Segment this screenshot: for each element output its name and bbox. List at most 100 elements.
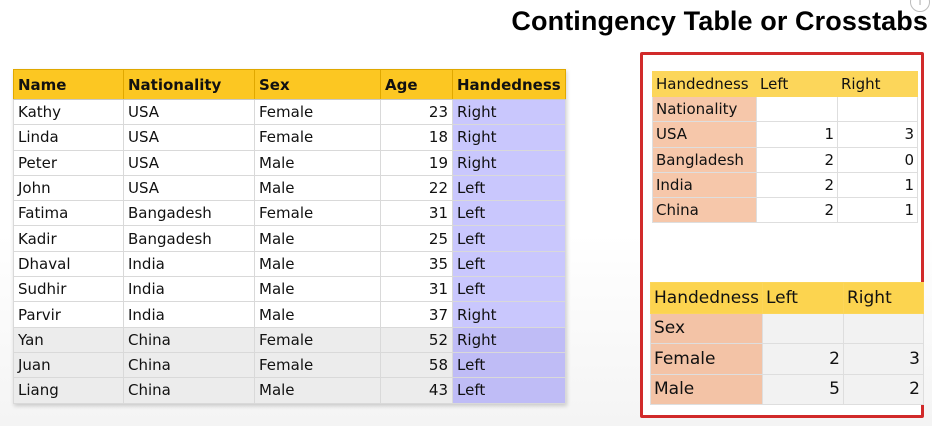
cell-handedness: Right: [452, 301, 566, 328]
cell-name: Dhaval: [13, 250, 124, 278]
row-label: USA: [652, 121, 757, 148]
crosstab-row: Male 5 2: [650, 373, 924, 405]
table-row: Dhaval India Male 35 Left: [13, 250, 566, 278]
crosstab-row: Bangladesh 2 0: [652, 146, 918, 173]
row-label: Bangladesh: [652, 146, 757, 173]
count-right: 3: [842, 343, 924, 375]
cell-nationality: India: [123, 250, 255, 278]
cell-age: 43: [380, 377, 453, 404]
crosstab-row: USA 1 3: [652, 121, 918, 148]
cell-nationality: China: [123, 351, 255, 379]
count-left: 2: [761, 343, 844, 375]
table-row: Parvir India Male 37 Right: [13, 301, 566, 328]
cell-nationality: USA: [123, 174, 255, 202]
cell-age: 23: [380, 98, 453, 126]
crosstab-nationality: Handedness Left Right Nationality USA 1 …: [652, 70, 918, 224]
crosstab-col-left: Left: [761, 282, 844, 314]
crosstab-row: China 2 1: [652, 196, 918, 224]
cell-sex: Female: [254, 326, 381, 353]
cell-name: Juan: [13, 351, 124, 379]
table-row: Kathy USA Female 23 Right: [13, 98, 566, 126]
cell-nationality: Bangadesh: [123, 200, 255, 227]
cell-age: 35: [380, 250, 453, 278]
cell-nationality: USA: [123, 124, 255, 151]
count-left: 5: [761, 373, 844, 405]
cell-handedness: Left: [452, 250, 566, 278]
cell-age: 18: [380, 124, 453, 151]
cell-sex: Female: [254, 98, 381, 126]
count-right: 3: [837, 121, 918, 148]
row-label: China: [652, 196, 757, 224]
table-row: Sudhir India Male 31 Left: [13, 276, 566, 303]
cell-sex: Female: [254, 200, 381, 227]
cell-sex: Male: [254, 250, 381, 278]
row-label: Male: [650, 373, 763, 405]
table-row: Liang China Male 43 Left: [13, 377, 566, 404]
count-right: 1: [837, 196, 918, 224]
row-variable-label: Nationality: [652, 96, 757, 123]
cell-sex: Male: [254, 301, 381, 328]
cell-sex: Male: [254, 174, 381, 202]
col-header-handedness: Handedness: [452, 69, 566, 100]
cell-age: 37: [380, 301, 453, 328]
crosstab-row-var: Nationality: [652, 96, 918, 123]
cell-handedness: Left: [452, 225, 566, 252]
crosstab-row: India 2 1: [652, 171, 918, 198]
count-right: 0: [837, 146, 918, 173]
cell-sex: Female: [254, 351, 381, 379]
table-row: Juan China Female 58 Left: [13, 351, 566, 379]
cell-sex: Female: [254, 124, 381, 151]
col-header-sex: Sex: [254, 69, 381, 100]
crosstab-header-row: Handedness Left Right: [650, 282, 924, 314]
empty-cell: [761, 312, 844, 344]
cell-age: 25: [380, 225, 453, 252]
cell-nationality: India: [123, 301, 255, 328]
cell-sex: Male: [254, 225, 381, 252]
cell-handedness: Left: [452, 351, 566, 379]
row-variable-label: Sex: [650, 312, 763, 344]
cell-name: Yan: [13, 326, 124, 353]
table-row: Yan China Female 52 Right: [13, 326, 566, 353]
crosstab-col-left: Left: [756, 70, 838, 98]
cell-age: 31: [380, 276, 453, 303]
table-row: John USA Male 22 Left: [13, 174, 566, 202]
table-row: Kadir Bangadesh Male 25 Left: [13, 225, 566, 252]
cell-name: Sudhir: [13, 276, 124, 303]
cell-nationality: India: [123, 276, 255, 303]
cell-nationality: USA: [123, 98, 255, 126]
count-left: 2: [756, 171, 838, 198]
cell-handedness: Right: [452, 124, 566, 151]
slide-title: Contingency Table or Crosstabs: [511, 6, 928, 36]
cell-sex: Male: [254, 276, 381, 303]
col-header-nationality: Nationality: [123, 69, 255, 100]
cell-name: Parvir: [13, 301, 124, 328]
cell-age: 19: [380, 149, 453, 176]
crosstab-col-right: Right: [837, 70, 918, 98]
cell-handedness: Left: [452, 200, 566, 227]
cell-handedness: Right: [452, 326, 566, 353]
count-left: 2: [756, 146, 838, 173]
count-left: 1: [756, 121, 838, 148]
cell-nationality: Bangadesh: [123, 225, 255, 252]
cell-name: Linda: [13, 124, 124, 151]
cell-age: 22: [380, 174, 453, 202]
cell-handedness: Right: [452, 149, 566, 176]
col-header-name: Name: [13, 69, 124, 100]
empty-cell: [842, 312, 924, 344]
cell-age: 31: [380, 200, 453, 227]
row-label: India: [652, 171, 757, 198]
cell-nationality: USA: [123, 149, 255, 176]
empty-cell: [756, 96, 838, 123]
cell-sex: Male: [254, 149, 381, 176]
cell-handedness: Left: [452, 377, 566, 404]
cell-nationality: China: [123, 377, 255, 404]
cell-name: Liang: [13, 377, 124, 404]
cell-handedness: Right: [452, 98, 566, 126]
data-table: Name Nationality Sex Age Handedness Kath…: [13, 69, 566, 404]
cell-name: John: [13, 174, 124, 202]
count-right: 1: [837, 171, 918, 198]
cell-age: 58: [380, 351, 453, 379]
crosstab-sex: Handedness Left Right Sex Female 2 3 Mal…: [650, 282, 924, 405]
crosstab-row-var: Sex: [650, 312, 924, 344]
cell-handedness: Left: [452, 174, 566, 202]
